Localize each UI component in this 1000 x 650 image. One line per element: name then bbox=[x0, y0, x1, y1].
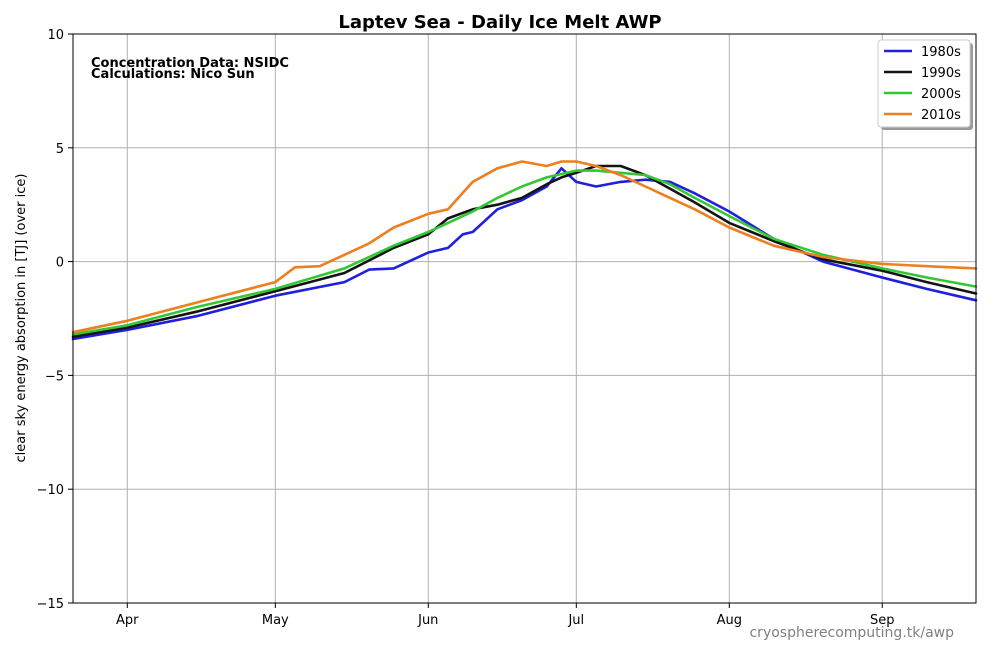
x-tick-label: Apr bbox=[116, 613, 139, 628]
x-tick-label: Sep bbox=[870, 613, 895, 628]
legend-label-1980s: 1980s bbox=[921, 45, 961, 60]
x-tick-label: Aug bbox=[717, 613, 742, 628]
series-line-1990s bbox=[71, 164, 978, 339]
legend-label-1990s: 1990s bbox=[921, 66, 961, 81]
x-tick-label: Jun bbox=[417, 613, 438, 628]
annotation-calculations: Calculations: Nico Sun bbox=[91, 67, 255, 82]
x-tick-label: Jul bbox=[567, 613, 584, 628]
x-tick-label: May bbox=[262, 613, 289, 628]
plot-area bbox=[71, 160, 978, 341]
x-axis: Apr May Jun Jul Aug Sep bbox=[116, 603, 895, 628]
y-axis-label: clear sky energy absorption in [TJ] (ove… bbox=[14, 174, 29, 463]
legend-box bbox=[877, 39, 971, 128]
grid bbox=[73, 34, 976, 603]
y-tick-label: −10 bbox=[37, 483, 64, 498]
series-line-1980s bbox=[71, 167, 978, 341]
y-tick-label: 10 bbox=[47, 28, 64, 43]
watermark: cryospherecomputing.tk/awp bbox=[749, 625, 954, 641]
legend-label-2000s: 2000s bbox=[921, 87, 961, 102]
chart-title: Laptev Sea - Daily Ice Melt AWP bbox=[338, 12, 661, 33]
y-tick-label: 5 bbox=[56, 142, 64, 157]
legend: 1980s 1990s 2000s 2010s bbox=[877, 39, 973, 130]
y-tick-label: −15 bbox=[37, 597, 64, 612]
y-tick-label: −5 bbox=[45, 369, 64, 384]
axes-frame bbox=[72, 33, 977, 604]
y-tick-label: 0 bbox=[56, 256, 64, 271]
series-line-2010s bbox=[71, 160, 978, 334]
annotation-data-source: Concentration Data: NSIDC bbox=[91, 56, 289, 71]
legend-label-2010s: 2010s bbox=[921, 108, 961, 123]
series-line-2000s bbox=[71, 169, 978, 336]
y-axis: 10 5 0 −5 −10 −15 bbox=[37, 28, 73, 612]
